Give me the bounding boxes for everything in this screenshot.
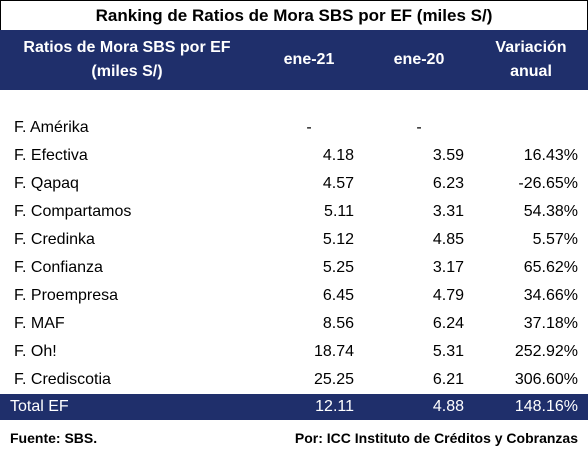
header-entity: Ratios de Mora SBS por EF (miles S/) (23, 39, 231, 80)
table-row: F. Crediscotia 25.25 6.21 306.60% (0, 366, 588, 394)
value-ene21: 4.18 (322, 147, 354, 164)
value-ene21: 8.56 (322, 315, 354, 332)
value-variation: 54.38% (523, 203, 578, 220)
value-variation: 306.60% (514, 371, 578, 388)
total-variation: 148.16% (514, 398, 578, 415)
total-label: Total EF (10, 398, 69, 415)
header-variation: Variación anual (495, 39, 567, 80)
table-row: F. Oh! 18.74 5.31 252.92% (0, 338, 588, 366)
value-ene20: 3.17 (432, 259, 464, 276)
value-variation: 5.57% (532, 231, 578, 248)
table-footer: Fuente: SBS. Por: ICC Instituto de Crédi… (0, 420, 588, 456)
table-row: F. Proempresa 6.45 4.79 34.66% (0, 282, 588, 310)
value-ene21: 18.74 (313, 343, 354, 360)
entity-name: F. Confianza (14, 259, 103, 276)
table-row: F. MAF 8.56 6.24 37.18% (0, 310, 588, 338)
value-ene21: 5.25 (322, 259, 354, 276)
source-note: Fuente: SBS. (10, 430, 98, 446)
entity-name: F. Oh! (14, 343, 57, 360)
author-note: Por: ICC Instituto de Créditos y Cobranz… (294, 430, 578, 446)
table-row: F. Confianza 5.25 3.17 65.62% (0, 254, 588, 282)
table-row: F. Amérika - - (0, 114, 588, 142)
entity-name: F. Crediscotia (14, 371, 111, 388)
value-ene21: 5.11 (324, 203, 354, 220)
value-ene20: 3.31 (432, 203, 464, 220)
value-ene21: - (306, 119, 312, 136)
table-row: F. Compartamos 5.11 3.31 54.38% (0, 198, 588, 226)
value-ene20: 3.59 (432, 147, 464, 164)
header-ene20: ene-20 (393, 51, 445, 68)
value-variation: -26.65% (518, 175, 578, 192)
value-variation: 252.92% (514, 343, 578, 360)
value-ene21: 25.25 (313, 371, 354, 388)
entity-name: F. Compartamos (14, 203, 132, 220)
value-ene20: 6.21 (432, 371, 464, 388)
table-title: Ranking de Ratios de Mora SBS por EF (mi… (0, 0, 588, 30)
entity-name: F. Proempresa (14, 287, 119, 304)
table-body: F. Amérika - - F. Efectiva 4.18 3.59 16.43% F. … (0, 114, 588, 394)
table-header: Ratios de Mora SBS por EF (miles S/) ene… (0, 30, 588, 90)
value-ene21: 5.12 (322, 231, 354, 248)
value-ene20: 4.79 (432, 287, 464, 304)
table-row: F. Qapaq 4.57 6.23 -26.65% (0, 170, 588, 198)
value-variation: 37.18% (523, 315, 578, 332)
entity-name: F. MAF (14, 315, 65, 332)
entity-name: F. Amérika (14, 119, 89, 136)
value-ene20: 4.85 (432, 231, 464, 248)
header-ene21: ene-21 (283, 51, 335, 68)
total-ene20: 4.88 (432, 398, 464, 415)
value-variation: 34.66% (523, 287, 578, 304)
value-ene20: 5.31 (432, 343, 464, 360)
value-ene21: 6.45 (322, 287, 354, 304)
total-ene21: 12.11 (315, 398, 354, 415)
value-variation: 16.43% (523, 147, 578, 164)
entity-name: F. Qapaq (14, 175, 79, 192)
value-ene21: 4.57 (322, 175, 354, 192)
value-ene20: 6.24 (432, 315, 464, 332)
entity-name: F. Efectiva (14, 147, 88, 164)
table-row: F. Credinka 5.12 4.85 5.57% (0, 226, 588, 254)
value-variation: 65.62% (523, 259, 578, 276)
total-row: Total EF 12.11 4.88 148.16% (0, 394, 588, 420)
entity-name: F. Credinka (14, 231, 95, 248)
value-ene20: 6.23 (432, 175, 464, 192)
value-ene20: - (416, 119, 422, 136)
table-row: F. Efectiva 4.18 3.59 16.43% (0, 142, 588, 170)
